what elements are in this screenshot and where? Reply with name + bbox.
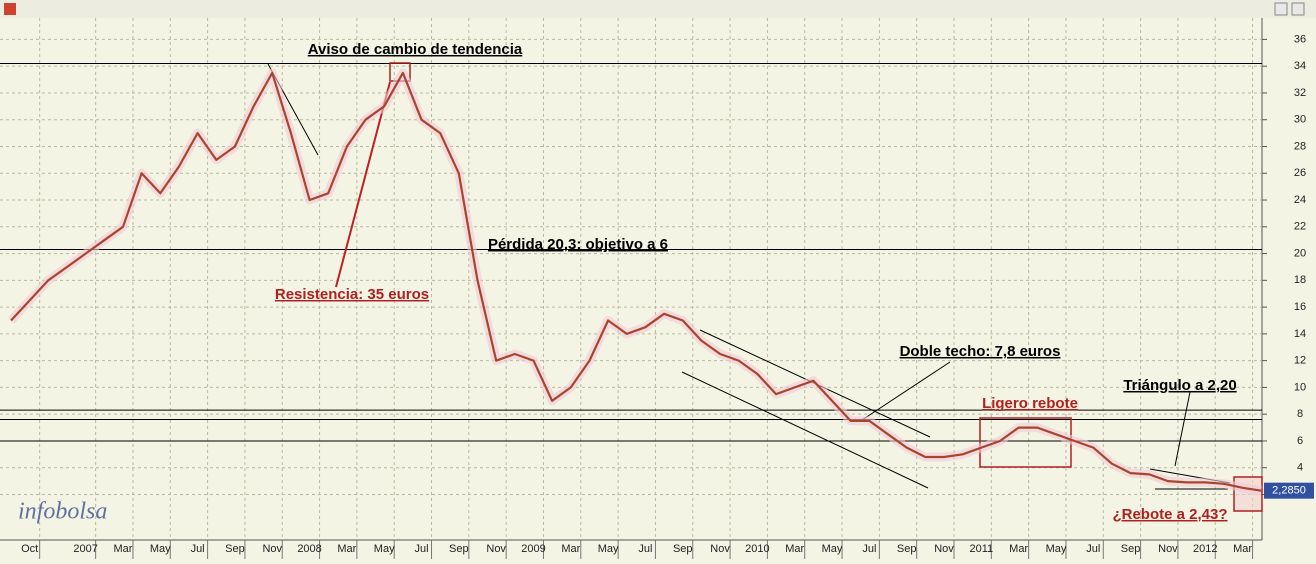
x-tick-label: 2007 [73, 543, 97, 555]
x-tick-label: Sep [897, 543, 917, 555]
x-tick-label: Jul [414, 543, 428, 555]
x-tick-label: Sep [225, 543, 245, 555]
resistance-arrow [335, 81, 391, 288]
y-tick-label: 26 [1294, 167, 1306, 179]
y-tick-label: 30 [1294, 114, 1306, 126]
labels: 24681012141618202224262830323436Oct2007M… [18, 33, 1314, 555]
y-tick-label: 16 [1294, 301, 1306, 313]
annotation: ¿Rebote a 2,43? [1112, 506, 1227, 523]
x-tick-label: May [374, 543, 395, 555]
annotation: Aviso de cambio de tendencia [308, 41, 523, 58]
x-tick-label: Mar [1233, 543, 1252, 555]
annotation: Ligero rebote [982, 395, 1078, 412]
y-tick-label: 4 [1297, 462, 1303, 474]
minimize-button[interactable] [1274, 2, 1288, 16]
x-tick-label: Oct [21, 543, 38, 555]
maximize-button[interactable] [1291, 2, 1305, 16]
y-tick-label: 8 [1297, 408, 1303, 420]
last-price-box [1264, 482, 1314, 499]
annotation: Triángulo a 2,20 [1123, 377, 1236, 394]
x-tick-label: Nov [486, 543, 506, 555]
x-tick-label: Mar [1009, 543, 1028, 555]
x-tick-label: Mar [785, 543, 804, 555]
x-tick-label: May [598, 543, 619, 555]
y-tick-label: 24 [1294, 194, 1306, 206]
x-tick-label: Nov [934, 543, 954, 555]
logo: infobolsa [18, 499, 107, 525]
y-tick-label: 36 [1294, 33, 1306, 45]
x-tick-label: 2011 [969, 543, 993, 555]
app-icon [4, 3, 16, 15]
y-tick-label: 28 [1294, 140, 1306, 152]
x-tick-label: 2012 [1193, 543, 1217, 555]
plot [7, 68, 1262, 496]
x-tick-label: 2010 [745, 543, 769, 555]
x-tick-label: May [150, 543, 171, 555]
x-tick-label: Jul [638, 543, 652, 555]
x-tick-label: Sep [449, 543, 469, 555]
y-tick-label: 6 [1297, 435, 1303, 447]
x-tick-label: Jul [862, 543, 876, 555]
annotation: Resistencia: 35 euros [275, 286, 429, 303]
y-tick-label: 20 [1294, 247, 1306, 259]
last-price-label: 2,2850 [1272, 485, 1306, 497]
y-tick-label: 34 [1294, 60, 1306, 72]
x-tick-label: 2008 [297, 543, 321, 555]
y-tick-label: 14 [1294, 328, 1306, 340]
x-tick-label: Nov [710, 543, 730, 555]
x-tick-label: May [1046, 543, 1067, 555]
x-tick-label: Sep [1121, 543, 1141, 555]
y-tick-label: 12 [1294, 355, 1306, 367]
x-tick-label: Nov [262, 543, 282, 555]
x-tick-label: Jul [1086, 543, 1100, 555]
x-tick-label: Mar [113, 543, 132, 555]
x-tick-label: Nov [1158, 543, 1178, 555]
y-tick-label: 18 [1294, 274, 1306, 286]
x-tick-label: May [822, 543, 843, 555]
annotation: Pérdida 20,3: objetivo a 6 [488, 236, 668, 253]
x-tick-label: Sep [673, 543, 693, 555]
price-line [10, 71, 1262, 492]
y-tick-label: 10 [1294, 381, 1306, 393]
annotation: Doble techo: 7,8 euros [900, 343, 1061, 360]
y-tick-label: 32 [1294, 87, 1306, 99]
levels [0, 63, 1262, 442]
x-tick-label: Mar [337, 543, 356, 555]
y-tick-label: 22 [1294, 221, 1306, 233]
x-tick-label: Mar [561, 543, 580, 555]
trend-lines [267, 63, 1231, 490]
x-tick-label: Jul [191, 543, 205, 555]
toolbar [0, 0, 1316, 18]
x-tick-label: 2009 [521, 543, 545, 555]
